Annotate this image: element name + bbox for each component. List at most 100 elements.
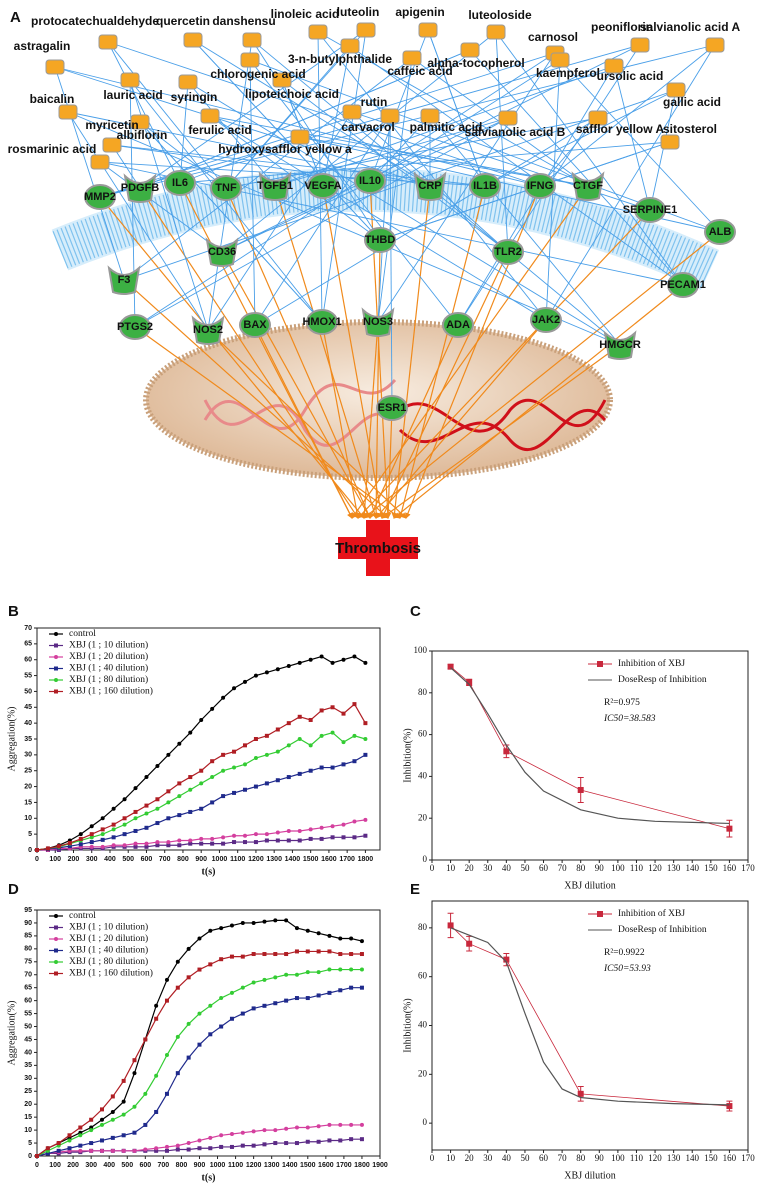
outcome-edge	[393, 284, 684, 519]
data-point	[121, 1078, 126, 1083]
outcome-edge	[369, 324, 459, 519]
data-point	[197, 1011, 202, 1016]
compound-node	[418, 22, 438, 38]
x-tick-label: 100	[611, 1153, 625, 1163]
data-point	[221, 841, 226, 846]
data-point	[210, 775, 215, 780]
data-point	[262, 919, 267, 924]
data-point	[253, 673, 258, 678]
data-point	[210, 800, 215, 805]
target-label: PTGS2	[117, 321, 153, 333]
data-point	[122, 843, 127, 848]
data-point	[275, 727, 280, 732]
x-tick-label: 130	[667, 1153, 681, 1163]
target-node	[258, 171, 292, 201]
target-label: TLR2	[494, 246, 522, 258]
target-label: SERPINE1	[623, 204, 677, 216]
y-tick-label: 25	[24, 1088, 32, 1095]
data-point	[297, 737, 302, 741]
data-point	[166, 800, 171, 805]
x-tick-label: 1000	[212, 856, 228, 863]
data-point	[466, 679, 473, 686]
x-tick-label: 1100	[228, 1162, 243, 1169]
target-label: ESR1	[378, 402, 407, 414]
x-tick-label: 800	[176, 1162, 188, 1169]
data-point	[100, 837, 105, 842]
data-point	[154, 1073, 159, 1078]
y-tick-label: 20	[24, 1101, 32, 1108]
data-point	[199, 781, 204, 786]
outcome-edge	[207, 329, 407, 519]
compound-edge	[369, 115, 431, 182]
panel-label: D	[8, 881, 19, 898]
data-point	[253, 784, 258, 789]
data-point	[221, 794, 226, 799]
compound-edge	[495, 31, 684, 286]
x-tick-label: 100	[611, 863, 625, 873]
y-tick-label: 55	[24, 672, 32, 679]
data-point	[359, 1137, 364, 1142]
y-tick-label: 0	[28, 1153, 32, 1160]
compound-node	[272, 72, 292, 88]
compound-node	[486, 24, 506, 40]
series-line	[36, 919, 363, 1157]
membrane	[51, 167, 720, 291]
data-point	[164, 1148, 169, 1153]
compound-edge	[123, 57, 413, 281]
x-tick-label: 90	[595, 863, 605, 873]
data-point	[199, 836, 204, 841]
x-tick-label: 600	[141, 856, 153, 863]
data-point	[349, 967, 354, 972]
data-point	[294, 949, 299, 954]
outcome-edge	[375, 319, 547, 519]
data-point	[197, 967, 202, 972]
data-point	[240, 920, 245, 925]
legend-label: XBJ (1 ; 40 dilution)	[69, 945, 148, 956]
data-point	[132, 1130, 137, 1135]
data-point	[284, 952, 289, 957]
chart: 0 100 200 300 400 500 600 700 800 900 1000 1100 1200…	[6, 625, 381, 877]
data-point	[155, 821, 160, 826]
series-line	[450, 925, 730, 1107]
data-point	[177, 794, 182, 799]
y-tick-label: 60	[24, 657, 32, 664]
data-point	[286, 721, 291, 726]
data-point	[264, 670, 269, 675]
data-point	[155, 797, 160, 802]
compound-node	[498, 110, 518, 126]
data-point	[67, 844, 72, 849]
x-tick-label: 500	[122, 856, 134, 863]
data-point	[208, 1003, 213, 1008]
data-point	[305, 928, 310, 933]
x-tick-label: 0	[430, 1153, 435, 1163]
data-point	[308, 836, 313, 841]
compound-label: linoleic acid	[271, 7, 340, 21]
data-point	[349, 985, 354, 990]
data-point	[186, 1147, 191, 1152]
data-point	[133, 816, 138, 821]
compound-label: ferulic acid	[188, 123, 251, 137]
data-point	[319, 765, 324, 770]
y-tick-label: 0	[423, 1117, 428, 1127]
target-label: TNF	[215, 182, 237, 194]
compound-edge	[221, 44, 641, 253]
data-point	[155, 763, 160, 768]
data-point	[294, 996, 299, 1001]
compound-label: caffeic acid	[387, 64, 452, 78]
outcome-label: Thrombosis	[335, 540, 421, 557]
target-label: ALB	[709, 226, 732, 238]
data-point	[316, 949, 321, 954]
data-point	[166, 840, 171, 845]
compound-edge	[207, 111, 353, 331]
data-point	[503, 748, 510, 755]
annotation: R²=0.9922	[604, 948, 645, 958]
compound-edge	[99, 44, 641, 199]
data-point	[56, 1141, 61, 1146]
data-point	[45, 1146, 50, 1151]
dna	[203, 379, 397, 430]
data-point	[132, 1148, 137, 1153]
series-line	[450, 667, 730, 825]
data-point	[164, 1091, 169, 1096]
data-point	[264, 781, 269, 786]
data-point	[232, 833, 237, 838]
